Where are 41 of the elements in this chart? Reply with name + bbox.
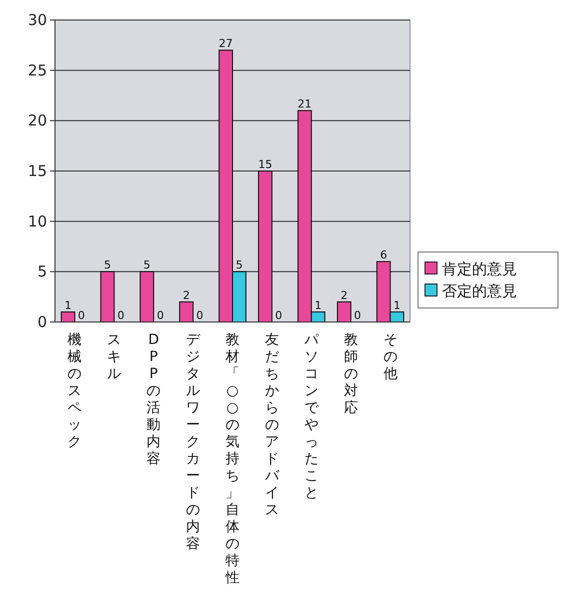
y-tick-label: 5	[37, 262, 47, 281]
legend-label: 肯定的意見	[442, 260, 517, 278]
data-label: 5	[143, 258, 150, 272]
bar	[258, 170, 272, 322]
data-label: 1	[64, 298, 72, 312]
x-tick-label: スキル	[107, 332, 122, 382]
data-label: 5	[104, 258, 111, 272]
legend-label: 否定的意見	[442, 282, 517, 300]
data-label: 6	[380, 248, 388, 262]
category-label: パソコンでやったこと	[304, 332, 318, 501]
data-label: 0	[156, 309, 164, 322]
y-tick-label: 15	[28, 162, 47, 180]
y-tick-label: 25	[28, 61, 47, 80]
data-label: 2	[340, 288, 348, 302]
bar	[179, 301, 194, 322]
bar	[100, 271, 115, 322]
data-label: 0	[78, 309, 85, 322]
category-label: 友だちからのアドバイス	[264, 332, 279, 518]
bar	[140, 271, 154, 322]
y-tick-label: 30	[28, 11, 47, 29]
x-tick-label: DPPの活動内容	[146, 332, 161, 467]
y-tick-label: 10	[28, 212, 47, 230]
category-label: 教材「○○の気持ち」自体の特性	[226, 332, 240, 586]
data-label: 15	[258, 158, 272, 171]
x-tick-label: 教師の対応	[344, 332, 358, 416]
y-tick-label: 20	[28, 112, 47, 130]
category-label: デジタルワークカードの内容	[186, 332, 200, 552]
y-tick-label: 0	[37, 313, 47, 331]
data-label: 1	[393, 298, 400, 312]
bar	[336, 301, 352, 322]
data-label: 2	[182, 288, 190, 302]
x-tick-label: その他	[383, 332, 398, 382]
data-label: 0	[196, 309, 204, 322]
data-label: 5	[236, 258, 243, 272]
x-tick-label: 機械のスペック	[68, 332, 82, 450]
data-label: 1	[314, 298, 322, 312]
data-label: 0	[354, 309, 362, 322]
data-label: 0	[117, 309, 124, 322]
data-label: 27	[218, 37, 233, 50]
data-label: 0	[275, 309, 282, 322]
data-label: 21	[298, 98, 312, 111]
